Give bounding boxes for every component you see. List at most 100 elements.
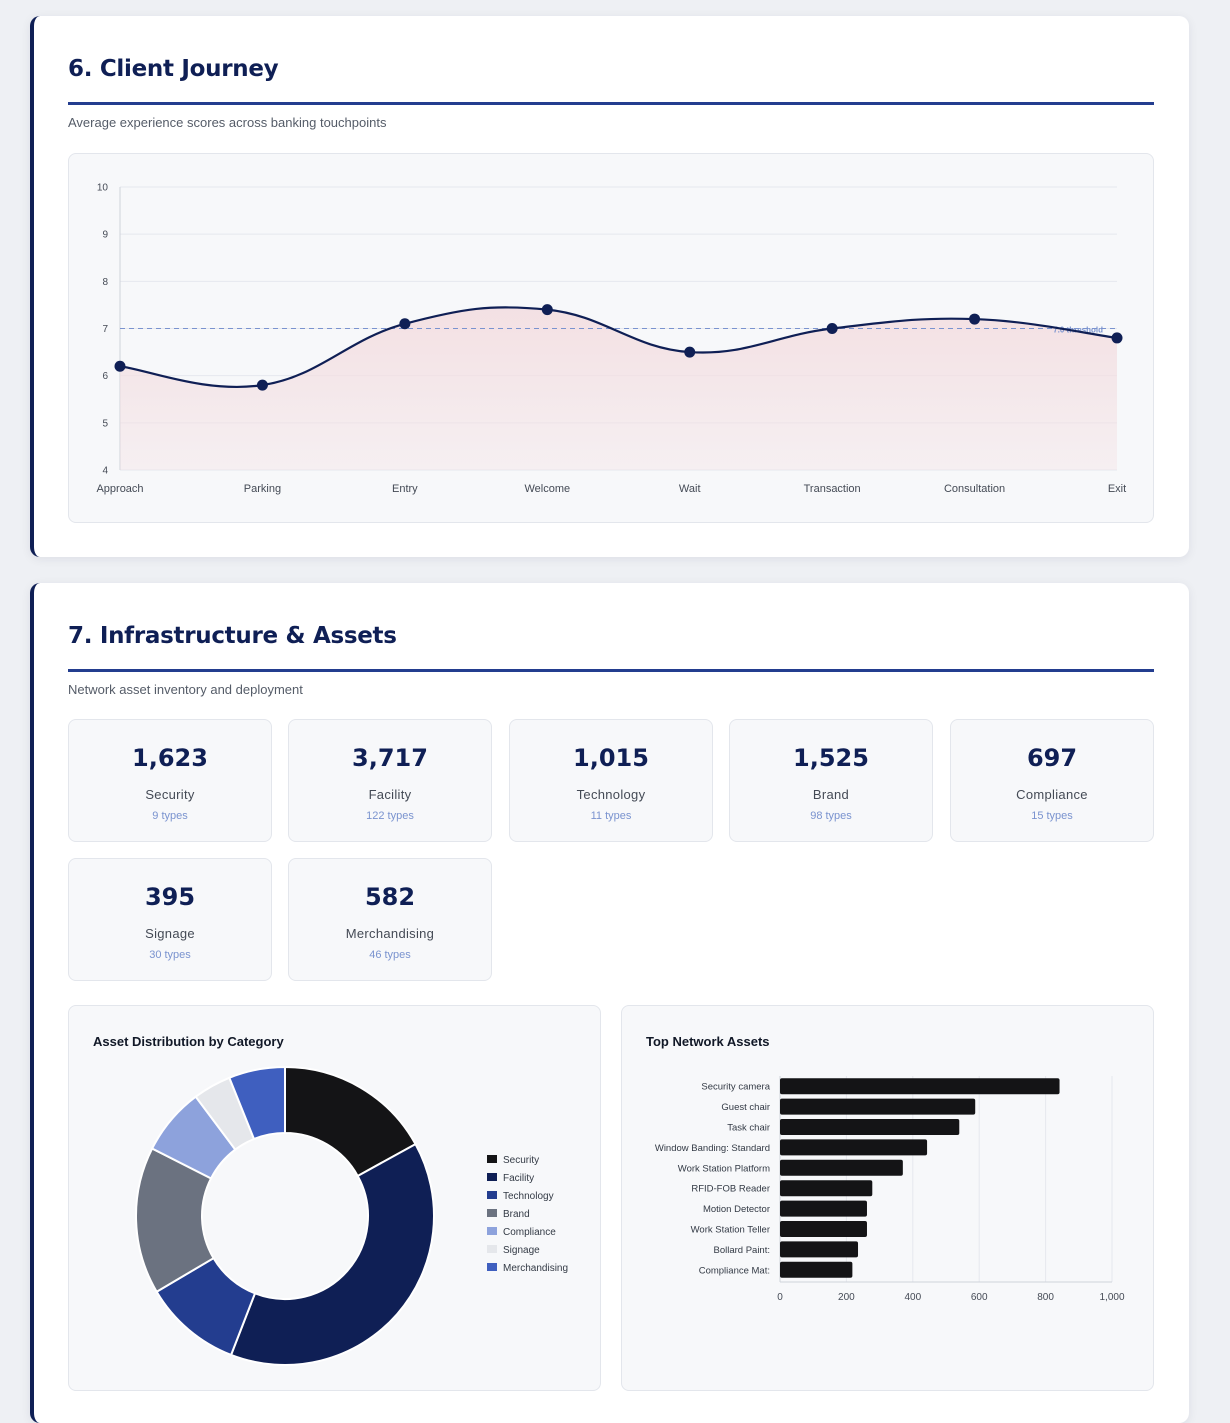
- bar: [780, 1241, 859, 1258]
- stat-label: Security: [145, 787, 195, 802]
- y-tick-label: RFID-FOB Reader: [691, 1184, 770, 1195]
- y-tick-label: Bollard Paint:: [713, 1245, 770, 1256]
- y-tick-label: Compliance Mat:: [699, 1265, 770, 1276]
- chart-title: Top Network Assets: [646, 1034, 770, 1049]
- stat-types: 46 types: [369, 949, 411, 961]
- stat-card-merchandising: 582 Merchandising 46 types: [288, 858, 492, 981]
- data-point: [114, 360, 126, 372]
- series-line: [119, 306, 1118, 389]
- x-tick-label: 400: [904, 1292, 921, 1303]
- stat-types: 9 types: [152, 810, 188, 822]
- stat-types: 30 types: [149, 949, 191, 961]
- section-title: 7. Infrastructure & Assets: [68, 623, 397, 649]
- data-point: [256, 379, 268, 391]
- stat-card-facility: 3,717 Facility 122 types: [288, 719, 492, 842]
- x-tick-label: Entry: [392, 483, 418, 495]
- stat-card-brand: 1,525 Brand 98 types: [729, 719, 933, 842]
- journey-line-chart: 4 5 6 7 8 9 10 7.0 threshold Approach Parking Entr…: [96, 183, 1126, 496]
- section-title: 6. Client Journey: [68, 56, 279, 82]
- y-tick-label: Work Station Teller: [691, 1225, 770, 1236]
- bar: [780, 1098, 976, 1115]
- data-point: [1111, 332, 1123, 344]
- client-journey-section: 6. Client Journey Average experience sco…: [30, 16, 1189, 557]
- stat-types: 15 types: [1031, 810, 1073, 822]
- bar: [780, 1200, 867, 1217]
- y-tick-label: 7: [102, 324, 108, 335]
- data-point: [826, 323, 838, 334]
- donut-slice: [229, 1142, 435, 1366]
- x-tick-label: Transaction: [804, 483, 861, 495]
- x-tick-label: Parking: [244, 483, 281, 495]
- section-subtitle: Network asset inventory and deployment: [68, 682, 303, 697]
- data-point: [541, 304, 553, 316]
- data-point: [399, 318, 411, 330]
- stat-value: 1,623: [132, 744, 208, 772]
- stat-label: Brand: [812, 787, 850, 802]
- y-tick-label: Task chair: [727, 1123, 770, 1134]
- y-tick-label: Security camera: [701, 1082, 770, 1093]
- y-tick-label: 10: [97, 183, 109, 194]
- donut-slice: [228, 1065, 286, 1141]
- stat-value: 395: [144, 883, 196, 911]
- y-tick-label: 4: [102, 466, 108, 477]
- legend-swatch: [487, 1155, 497, 1163]
- legend-swatch: [487, 1263, 497, 1271]
- legend-label: Compliance: [503, 1227, 556, 1238]
- stat-types: 11 types: [590, 810, 632, 822]
- stat-value: 1,015: [573, 744, 649, 772]
- y-tick-label: Guest chair: [721, 1102, 770, 1113]
- stat-label: Technology: [576, 787, 646, 802]
- stat-value: 1,525: [793, 744, 869, 772]
- stat-card-signage: 395 Signage 30 types: [68, 858, 272, 981]
- y-tick-label: 9: [102, 230, 108, 241]
- x-tick-label: Welcome: [524, 483, 570, 495]
- asset-distribution-donut: Security Facility Technology Brand Complianc…: [135, 1065, 568, 1366]
- threshold-label: 7.0 threshold: [1053, 326, 1103, 335]
- bar: [780, 1159, 903, 1176]
- title-divider: [68, 102, 1154, 105]
- stat-value: 697: [1026, 744, 1078, 772]
- stat-value: 582: [364, 883, 416, 911]
- title-divider: [68, 669, 1154, 672]
- legend-swatch: [487, 1191, 497, 1199]
- y-tick-label: Motion Detector: [703, 1204, 770, 1215]
- legend-label: Technology: [503, 1191, 554, 1202]
- x-tick-label: 0: [777, 1292, 783, 1303]
- stat-value: 3,717: [352, 744, 428, 772]
- infrastructure-section: 7. Infrastructure & Assets Network asset…: [30, 583, 1189, 1423]
- top-assets-bar-chart: 0 200 400 600 800 1,000 Security camera Guest c…: [655, 1076, 1125, 1303]
- legend-swatch: [487, 1209, 497, 1217]
- x-tick-label: 200: [838, 1292, 855, 1303]
- x-tick-label: Wait: [679, 483, 701, 495]
- stat-types: 98 types: [810, 810, 852, 822]
- x-tick-label: 600: [971, 1292, 988, 1303]
- stat-types: 122 types: [366, 810, 414, 822]
- bar: [780, 1078, 1060, 1095]
- stat-card-technology: 1,015 Technology 11 types: [509, 719, 713, 842]
- y-tick-label: Work Station Platform: [678, 1163, 770, 1174]
- legend-swatch: [487, 1245, 497, 1253]
- bar: [780, 1261, 853, 1278]
- journey-chart-panel: 4 5 6 7 8 9 10 7.0 threshold Approach Parking Entr…: [68, 153, 1154, 523]
- data-point: [969, 313, 981, 325]
- y-tick-label: 8: [102, 277, 108, 288]
- line-area-fill: [120, 307, 1117, 470]
- bar: [780, 1119, 960, 1135]
- x-tick-label: 1,000: [1099, 1292, 1124, 1303]
- x-tick-label: Approach: [96, 483, 143, 495]
- legend-swatch: [487, 1173, 497, 1181]
- x-tick-label: 800: [1037, 1292, 1054, 1303]
- legend-label: Security: [503, 1155, 539, 1166]
- section-subtitle: Average experience scores across banking…: [68, 115, 387, 130]
- stat-label: Merchandising: [345, 926, 435, 941]
- stat-card-compliance: 697 Compliance 15 types: [950, 719, 1154, 842]
- stat-card-security: 1,623 Security 9 types: [68, 719, 272, 842]
- stat-label: Signage: [145, 926, 195, 941]
- data-point: [684, 346, 696, 358]
- stat-label: Compliance: [1016, 787, 1088, 802]
- x-tick-label: Consultation: [944, 483, 1005, 495]
- bar: [780, 1139, 928, 1156]
- asset-distribution-panel: Asset Distribution by Category Security F…: [68, 1005, 601, 1391]
- legend-label: Brand: [503, 1209, 530, 1220]
- bar: [780, 1180, 873, 1197]
